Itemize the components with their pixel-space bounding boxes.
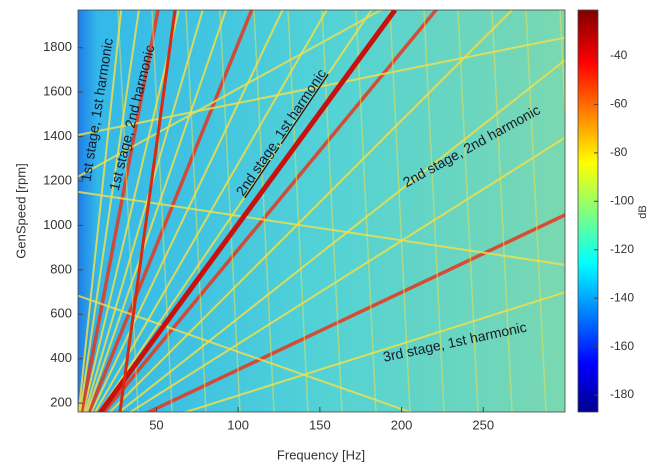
vertical-line: [151, 10, 173, 412]
colorbar-tick-label: -80: [610, 145, 628, 159]
colorbar-tick-label: -120: [610, 242, 634, 256]
order-line: [108, 10, 514, 412]
plot-frame: [77, 9, 566, 413]
order-line: [118, 10, 177, 412]
vertical-line: [559, 10, 565, 126]
y-tick-label: 200: [50, 395, 72, 410]
colorbar-tick-label: -60: [610, 97, 628, 111]
vertical-line: [355, 10, 377, 412]
y-tick-label: 400: [50, 350, 72, 365]
y-tick-label: 1600: [43, 84, 72, 99]
order-line: [182, 291, 565, 412]
x-tick-label: 150: [309, 417, 331, 432]
order-line: [128, 136, 565, 412]
heatmap: [78, 10, 565, 412]
colorbar-tick-label: -40: [610, 48, 628, 62]
y-tick-label: 1400: [43, 128, 72, 143]
cross-line: [78, 294, 414, 412]
vertical-line: [219, 10, 241, 412]
x-axis-label: Frequency [Hz]: [277, 447, 365, 462]
vertical-line: [321, 10, 343, 412]
colorbar-label: dB: [637, 205, 649, 218]
order-line: [87, 10, 254, 412]
colorbar-tick-label: -100: [610, 193, 634, 207]
order-line: [117, 58, 565, 412]
vertical-line: [457, 10, 479, 412]
x-tick-label: 200: [391, 417, 413, 432]
vertical-line: [389, 10, 411, 412]
order-line: [97, 10, 398, 412]
vertical-line: [287, 10, 309, 412]
vertical-line: [117, 10, 139, 412]
order-lines: [78, 10, 565, 412]
order-line: [93, 10, 328, 412]
y-tick-label: 800: [50, 261, 72, 276]
y-tick-label: 1800: [43, 39, 72, 54]
order-line: [90, 10, 284, 412]
x-tick-label: 100: [227, 417, 249, 432]
vertical-line: [525, 10, 547, 412]
order-line: [144, 212, 565, 412]
vertical-line: [253, 10, 275, 412]
colorbar-tick-label: -140: [610, 290, 634, 304]
x-tick-label: 250: [472, 417, 494, 432]
x-tick-label: 50: [149, 417, 163, 432]
y-tick-label: 1200: [43, 172, 72, 187]
y-axis-label: GenSpeed [rpm]: [13, 163, 28, 258]
colorbar-tick-label: -180: [610, 387, 634, 401]
colorbar: [577, 9, 599, 413]
vertical-line: [185, 10, 207, 412]
y-tick-label: 600: [50, 306, 72, 321]
order-line: [84, 10, 204, 412]
colorbar-tick-label: -160: [610, 339, 634, 353]
cross-line: [78, 190, 565, 266]
y-tick-label: 1000: [43, 217, 72, 232]
vertical-line: [491, 10, 513, 412]
order-line: [97, 10, 373, 412]
vertical-line: [423, 10, 445, 412]
